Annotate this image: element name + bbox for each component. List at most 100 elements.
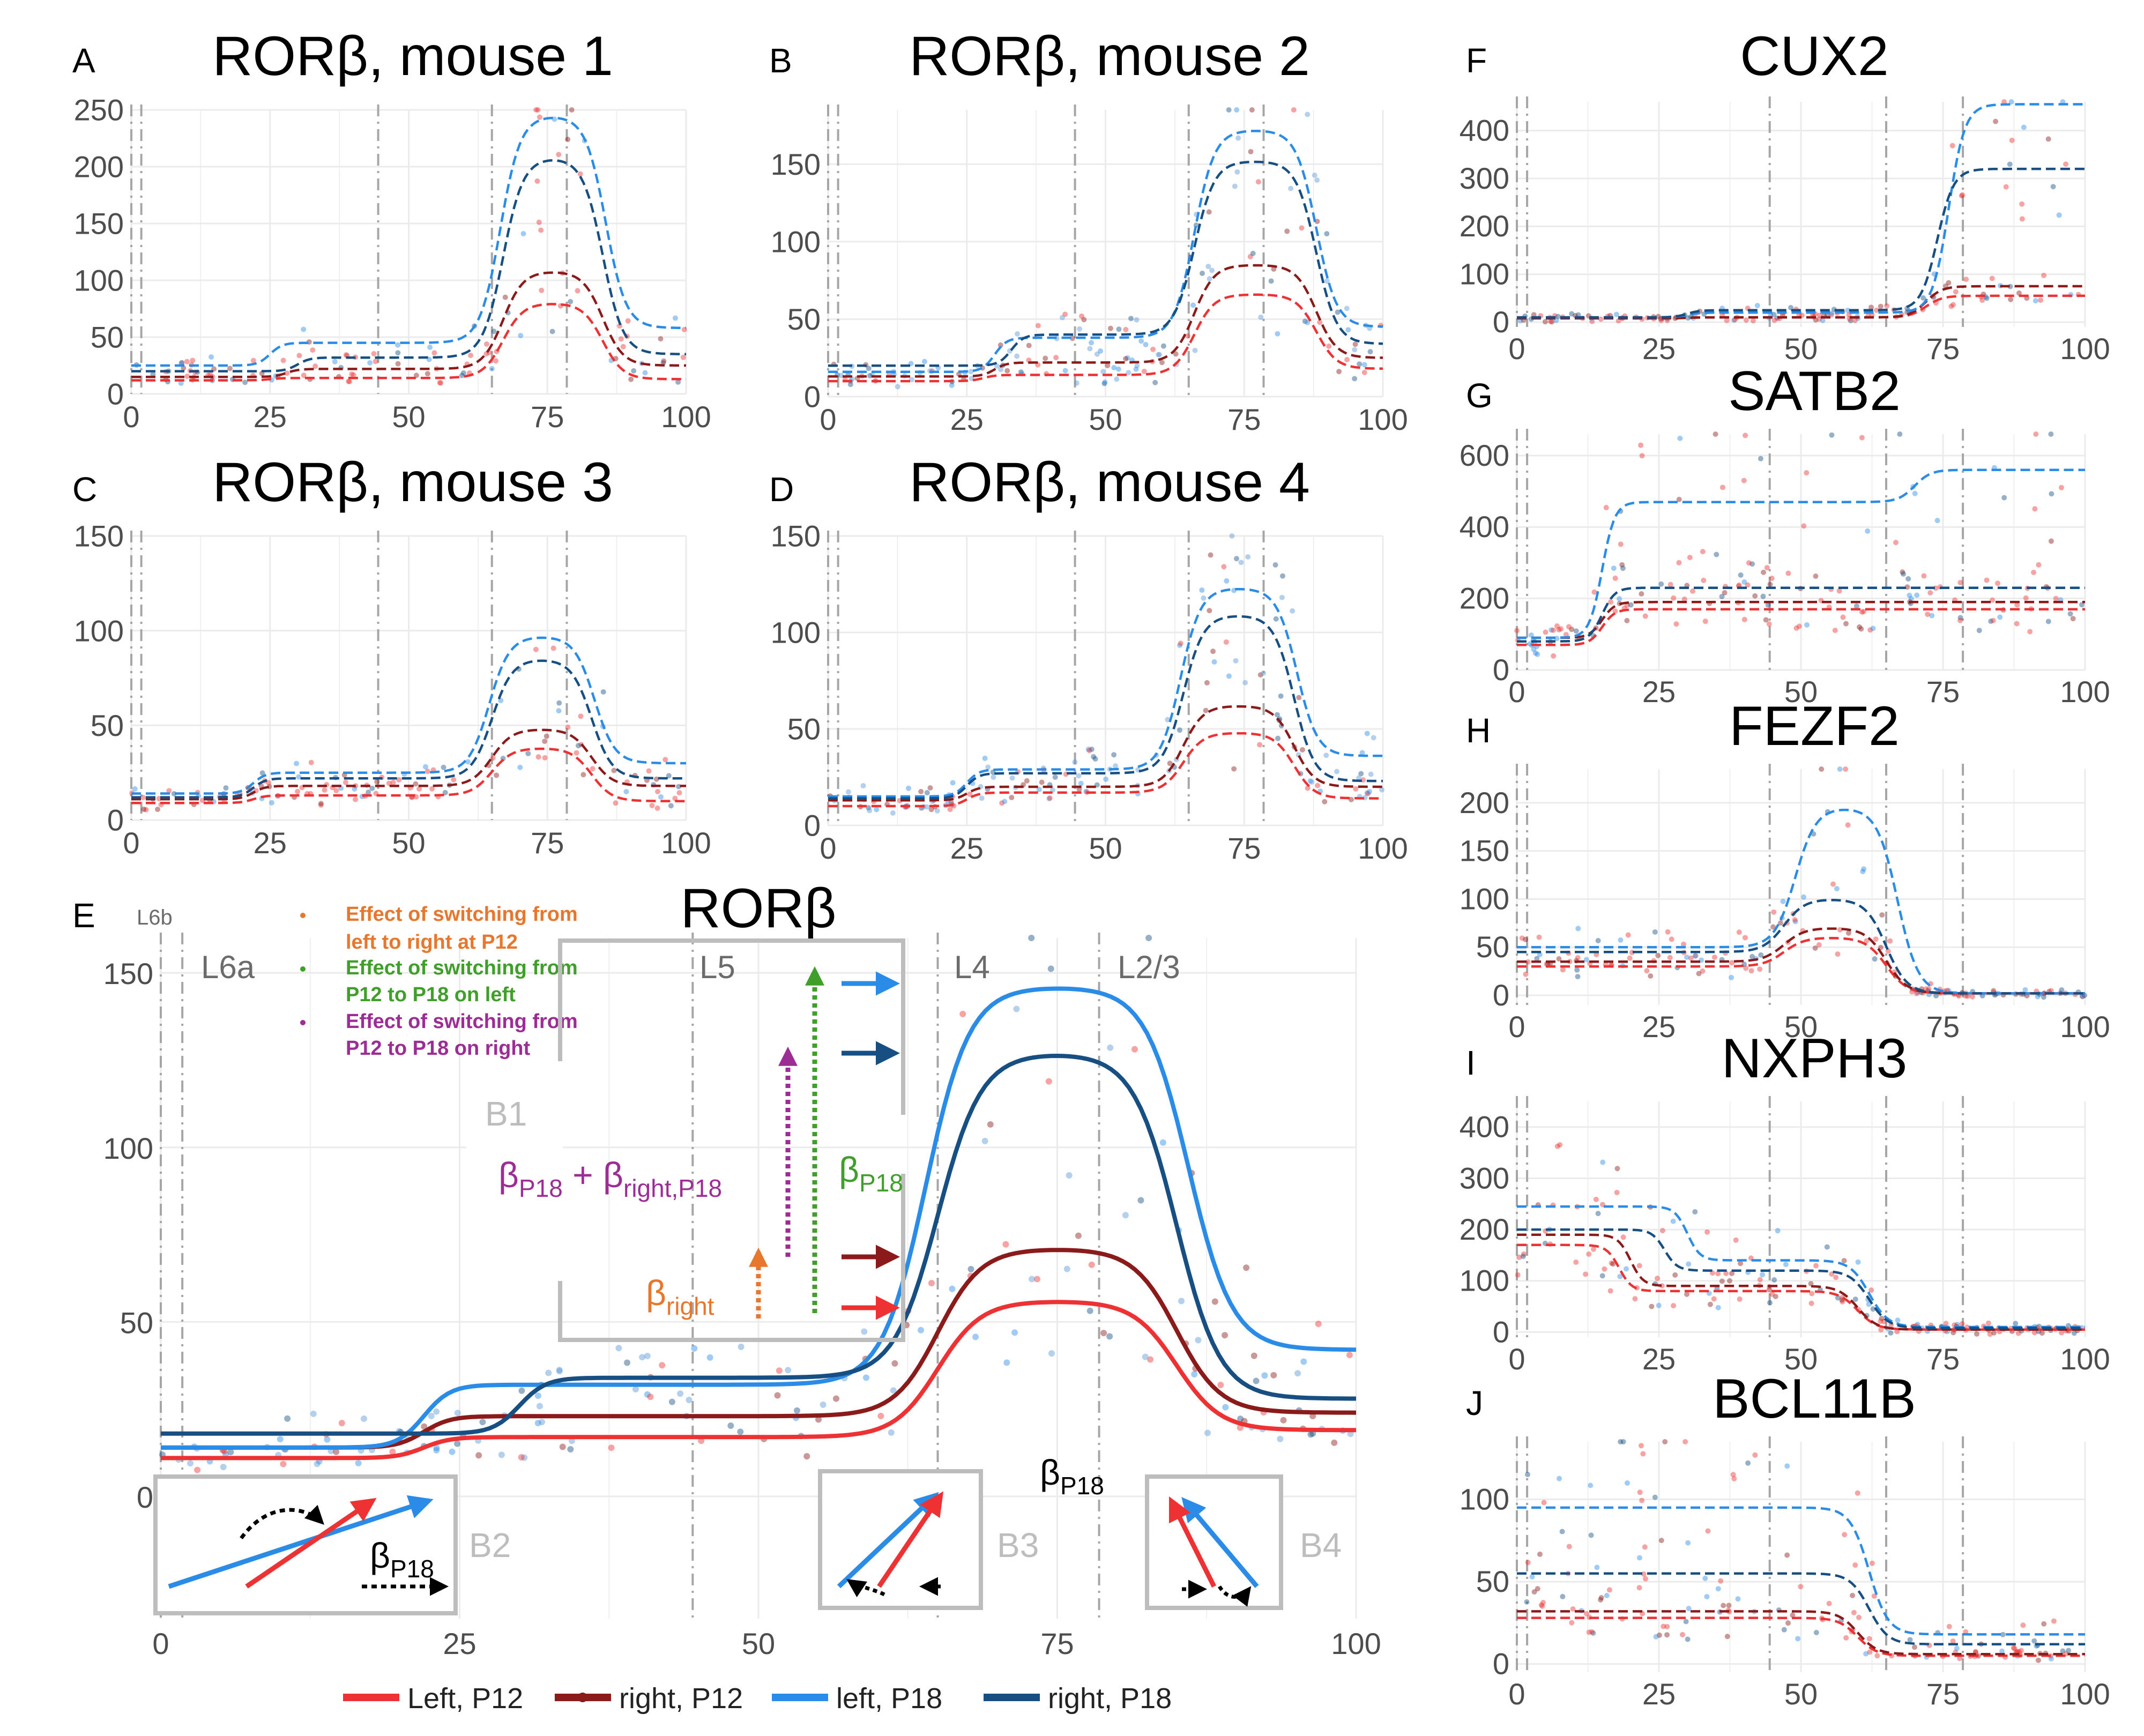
data-point [1907, 1637, 1913, 1643]
panel-e-annotations: L6b L6a L5 L4 L2/3 Effect of switching f… [137, 903, 1342, 1615]
data-point [549, 329, 555, 334]
y-tick-label: 50 [91, 321, 124, 354]
data-point [1926, 986, 1932, 992]
data-point [659, 1362, 666, 1369]
data-point [1271, 266, 1277, 272]
data-point [1856, 624, 1862, 630]
data-point [948, 799, 954, 805]
x-tick-label: 0 [1508, 1342, 1525, 1376]
b4-rotation-arrow [1218, 1585, 1252, 1607]
box-b1-label: B1 [485, 1094, 527, 1133]
data-point [1538, 1602, 1544, 1608]
data-point [1929, 613, 1935, 619]
y-tick-label: 0 [1493, 978, 1509, 1012]
data-point [1611, 565, 1617, 571]
data-point [1222, 1332, 1229, 1339]
data-point [2021, 124, 2027, 130]
data-point [1612, 608, 1618, 614]
data-point [1074, 380, 1080, 386]
data-point [1671, 1303, 1677, 1309]
y-tick-label: 100 [1460, 257, 1509, 291]
data-point [1284, 228, 1290, 234]
data-point [646, 768, 652, 774]
data-point [2050, 184, 2056, 190]
data-point [429, 786, 435, 792]
data-point [322, 787, 327, 793]
data-point [2031, 1638, 2037, 1644]
data-point [1867, 1649, 1873, 1655]
data-point [1588, 1532, 1594, 1538]
data-point [1598, 316, 1604, 322]
data-point [1361, 369, 1367, 375]
data-point [489, 366, 495, 371]
data-point [1995, 580, 2001, 586]
data-point [1830, 881, 1836, 887]
data-point [395, 342, 401, 348]
data-point [631, 368, 637, 374]
data-point [1347, 1430, 1354, 1437]
data-point [1309, 779, 1315, 785]
data-point [396, 777, 402, 783]
data-point [1307, 1431, 1314, 1438]
data-point [1315, 783, 1321, 788]
data-point [1743, 317, 1749, 323]
y-tick-label: 150 [1460, 834, 1509, 868]
data-point [565, 724, 571, 730]
panel-g-chart: SATB2 0 25 50 75 100 0 200 400 600 [1460, 360, 2110, 709]
data-point [1206, 209, 1212, 215]
data-point [333, 1448, 340, 1455]
data-point [1819, 766, 1825, 772]
data-point [1525, 1560, 1531, 1566]
data-point [1758, 952, 1764, 958]
data-point [1858, 626, 1864, 632]
data-point [1855, 1490, 1860, 1496]
series-line-1 [131, 728, 686, 801]
layer-label-l4: L4 [954, 949, 990, 985]
data-point [924, 790, 930, 796]
data-point [1618, 541, 1624, 547]
data-point [832, 1395, 839, 1402]
box-b4-label: B4 [1300, 1526, 1342, 1564]
data-point [1985, 1320, 1991, 1326]
data-point [534, 178, 540, 184]
data-point [1987, 1331, 1993, 1337]
data-point [2031, 570, 2037, 576]
data-point [1637, 1489, 1643, 1495]
data-point [1569, 1620, 1575, 1626]
b2-arrow-p12 [245, 1497, 377, 1589]
data-point [1733, 1237, 1739, 1243]
data-point [1324, 278, 1330, 284]
data-point [1529, 1574, 1535, 1579]
data-point [628, 376, 634, 382]
layer-label-l6b: L6b [137, 906, 173, 929]
data-point [2015, 1649, 2021, 1655]
data-point [1677, 435, 1683, 441]
series-line-0 [1517, 608, 2085, 646]
y-tick-label: 0 [107, 377, 124, 411]
y-tick-label: 300 [1460, 161, 1509, 195]
legend-item-right-p18: right, P18 [984, 1682, 1172, 1715]
data-point [2063, 161, 2069, 167]
data-point [845, 789, 851, 795]
data-point [1138, 338, 1144, 344]
y-tick-label: 200 [74, 150, 124, 184]
data-point [468, 353, 474, 359]
data-point [349, 371, 355, 377]
data-point [1879, 1315, 1885, 1321]
data-point [1569, 311, 1575, 317]
data-point [2070, 616, 2076, 622]
data-point [1736, 929, 1742, 935]
data-point [1247, 254, 1253, 259]
data-point [1261, 670, 1267, 676]
data-point [132, 786, 138, 792]
legend-label: left, P18 [836, 1682, 942, 1715]
data-point [1923, 986, 1929, 992]
data-point [1669, 936, 1674, 942]
data-point [1879, 912, 1885, 918]
data-point [987, 1121, 994, 1128]
data-point [1575, 926, 1581, 932]
data-point [959, 1010, 966, 1017]
data-point [1845, 822, 1851, 828]
data-point [351, 372, 356, 378]
x-tick-label: 50 [1784, 332, 1818, 366]
